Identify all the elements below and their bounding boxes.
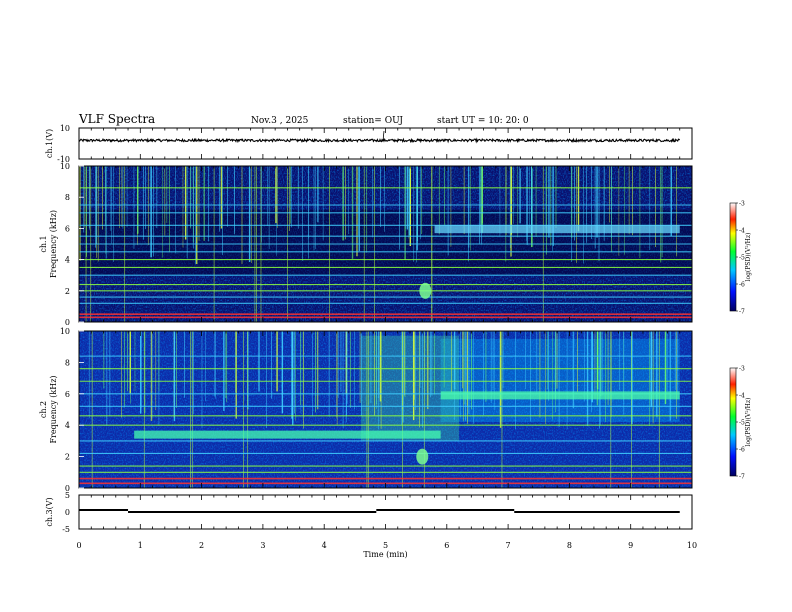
x-tick-label: 1 (138, 541, 143, 550)
x-tick-label: 8 (567, 541, 572, 550)
y-tick-label: 0 (65, 484, 70, 493)
y-tick-label: 4 (65, 256, 70, 265)
y-tick-label: 0 (65, 508, 70, 517)
x-tick-label: 0 (76, 541, 81, 550)
emission-band-high (440, 391, 680, 400)
colorbar-tick-label: -4 (739, 228, 745, 235)
ch1-spectrogram-panel: 0 2 4 6 8 10 ch.1 Frequency (kHz) (39, 162, 693, 327)
emission-band (434, 225, 680, 234)
colorbar-tick-label: -3 (739, 366, 745, 373)
x-tick-label: 3 (260, 541, 265, 550)
date-label: Nov.3 , 2025 (251, 116, 309, 126)
colorbar-label: log(PSD)(V²/Hz) (745, 398, 752, 447)
colorbar-tick-label: -4 (739, 393, 745, 400)
colorbar-label: log(PSD)(V²/Hz) (745, 233, 752, 282)
x-tick-label: 4 (322, 541, 327, 550)
y-axis-label: ch.1(V) (45, 129, 54, 158)
x-tick-label: 9 (628, 541, 633, 550)
x-axis-label: Time (min) (363, 550, 407, 559)
burst-mark (416, 448, 429, 465)
colorbar-tick-label: -7 (739, 309, 745, 316)
y-tick-label: 5 (65, 491, 70, 500)
spectrogram-image (79, 166, 692, 322)
station-label: station= OUJ (343, 116, 403, 126)
y-tick-label: -10 (57, 155, 70, 164)
colorbar-gradient (729, 202, 737, 312)
x-tick-label: 5 (383, 541, 388, 550)
ch1-spike-mark (382, 130, 385, 142)
colorbar-tick-label: -5 (739, 255, 745, 262)
y-tick-label: 8 (65, 358, 70, 367)
colorbar-tick-label: -6 (739, 282, 745, 289)
y-tick-label: 6 (65, 224, 70, 233)
y-tick-label: 6 (65, 390, 70, 399)
y-tick-label: 8 (65, 193, 70, 202)
colorbar-tick-label: -5 (739, 420, 745, 427)
channel-label: ch.1 (39, 235, 48, 252)
y-axis-label: Frequency (kHz) (49, 375, 58, 443)
y-tick-label: 0 (65, 318, 70, 327)
colorbar-tick-label: -6 (739, 447, 745, 454)
ch2-colorbar: -3 -4 -5 -6 -7 log(PSD)(V²/Hz) (729, 366, 752, 481)
y-tick-label: 10 (60, 162, 70, 171)
emission-band-low (134, 430, 441, 439)
colorbar-tick-label: -7 (739, 474, 745, 481)
ch2-spectrogram-panel: 0 2 4 6 8 10 ch.2 Frequency (kHz) (39, 327, 693, 493)
x-tick-label: 2 (199, 541, 204, 550)
colorbar-tick-label: -3 (739, 201, 745, 208)
x-tick-label: 6 (444, 541, 449, 550)
spectrogram-noise (79, 331, 692, 488)
spectrogram-image (79, 331, 692, 488)
y-tick-label: 2 (65, 287, 70, 296)
y-axis-label: Frequency (kHz) (49, 210, 58, 278)
y-tick-label: -5 (62, 525, 70, 534)
ch1-colorbar: -3 -4 -5 -6 -7 log(PSD)(V²/Hz) (729, 201, 752, 316)
y-tick-label: 10 (60, 124, 70, 133)
y-axis-label: ch.3(V) (45, 497, 54, 526)
colorbar-gradient (729, 367, 737, 477)
active-region (360, 335, 460, 441)
start-ut-label: start UT = 10: 20: 0 (437, 116, 529, 126)
burst-mark (419, 282, 432, 299)
ch3-voltage-panel: 5 0 -5 ch.3(V) 0 1 2 3 4 5 6 7 8 9 10 Time (min) (45, 491, 697, 559)
active-region (440, 338, 680, 423)
ch1-voltage-trace (78, 137, 681, 144)
x-tick-label: 10 (687, 541, 697, 550)
x-tick-label: 7 (506, 541, 511, 550)
y-tick-label: 2 (65, 453, 70, 462)
quiet-region (79, 209, 692, 276)
y-tick-label: 10 (60, 327, 70, 336)
channel-label: ch.2 (39, 401, 48, 418)
figure-title: VLF Spectra (78, 112, 155, 126)
y-tick-label: 4 (65, 421, 70, 430)
